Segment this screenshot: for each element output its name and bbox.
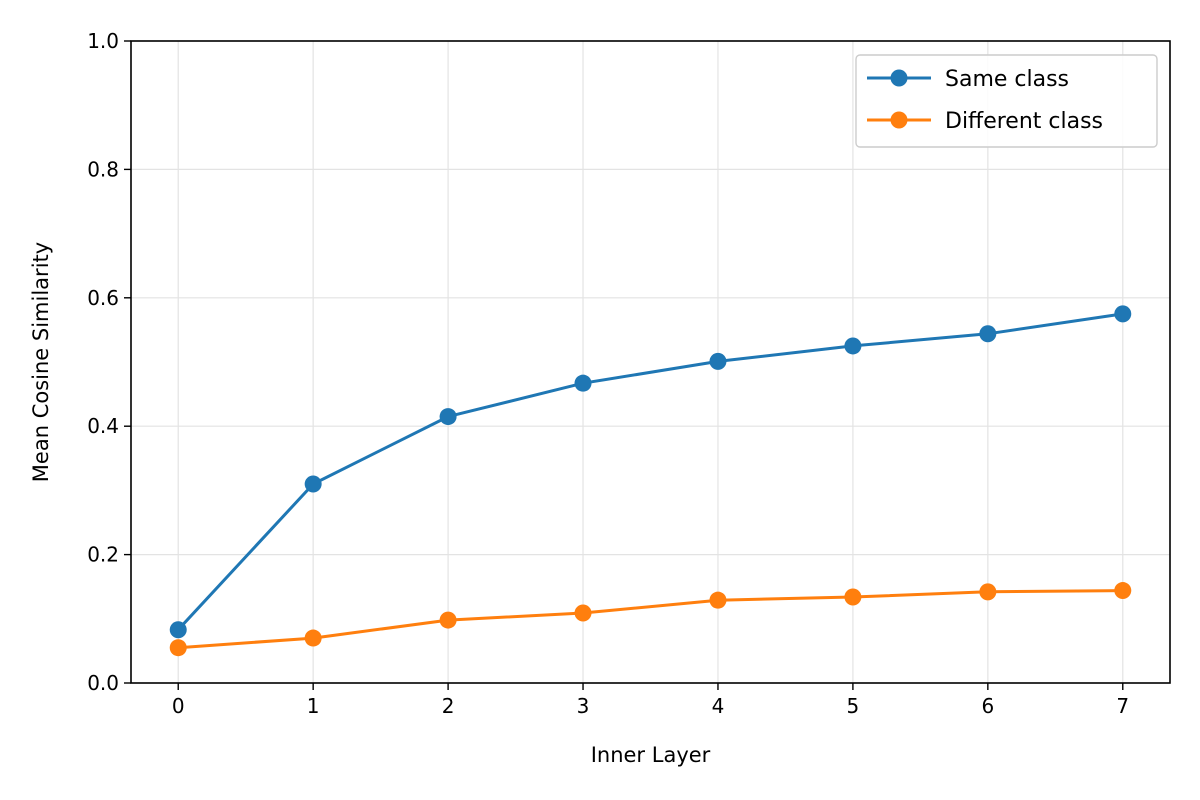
data-point bbox=[709, 352, 727, 370]
x-tick-label: 0 bbox=[172, 694, 185, 718]
x-tick-label: 4 bbox=[712, 694, 725, 718]
data-point bbox=[1114, 305, 1132, 323]
legend-label: Same class bbox=[945, 67, 1069, 92]
plot-frame bbox=[130, 40, 1171, 684]
series-line bbox=[178, 589, 1123, 650]
data-point bbox=[1114, 582, 1132, 600]
x-tick-label: 2 bbox=[442, 694, 455, 718]
data-point bbox=[574, 604, 592, 622]
legend-box bbox=[855, 54, 1158, 148]
data-point bbox=[169, 639, 187, 657]
data-point bbox=[304, 475, 322, 493]
legend-marker bbox=[890, 111, 908, 129]
x-tick-label: 6 bbox=[981, 694, 994, 718]
series-line bbox=[177, 312, 1124, 631]
data-point bbox=[304, 629, 322, 647]
data-point bbox=[844, 588, 862, 606]
series-layer bbox=[169, 305, 1132, 657]
y-tick-label: 0.6 bbox=[87, 286, 119, 310]
legend: Same class Different class bbox=[855, 54, 1158, 148]
x-tick-label: 7 bbox=[1116, 694, 1129, 718]
data-point bbox=[574, 374, 592, 392]
y-tick-label: 1.0 bbox=[87, 29, 119, 53]
legend-entry: Different class bbox=[867, 109, 1103, 134]
x-tick-label: 5 bbox=[847, 694, 860, 718]
x-tick-label: 3 bbox=[577, 694, 590, 718]
data-point bbox=[979, 583, 997, 601]
legend-label: Different class bbox=[945, 109, 1103, 134]
data-point bbox=[439, 611, 457, 629]
y-tick-label: 0.8 bbox=[87, 157, 119, 181]
y-tick-label: 0.4 bbox=[87, 414, 119, 438]
data-point bbox=[169, 621, 187, 639]
data-point bbox=[844, 337, 862, 355]
y-tick-label: 0.0 bbox=[87, 671, 119, 695]
series-same-class bbox=[169, 305, 1132, 639]
legend-marker bbox=[890, 69, 908, 87]
axis-ticks: 0 1 2 3 4 5 6 7 0.0 0.2 0.4 0.6 0.8 1.0 bbox=[87, 29, 1129, 718]
y-axis-label: Mean Cosine Similarity bbox=[29, 242, 53, 482]
y-tick-label: 0.2 bbox=[87, 543, 119, 567]
x-tick-label: 1 bbox=[307, 694, 320, 718]
series-different-class bbox=[169, 582, 1132, 657]
data-point bbox=[439, 408, 457, 426]
x-axis-label: Inner Layer bbox=[591, 743, 711, 767]
legend-entry: Same class bbox=[867, 67, 1069, 92]
data-point bbox=[979, 325, 997, 343]
data-point bbox=[709, 591, 727, 609]
